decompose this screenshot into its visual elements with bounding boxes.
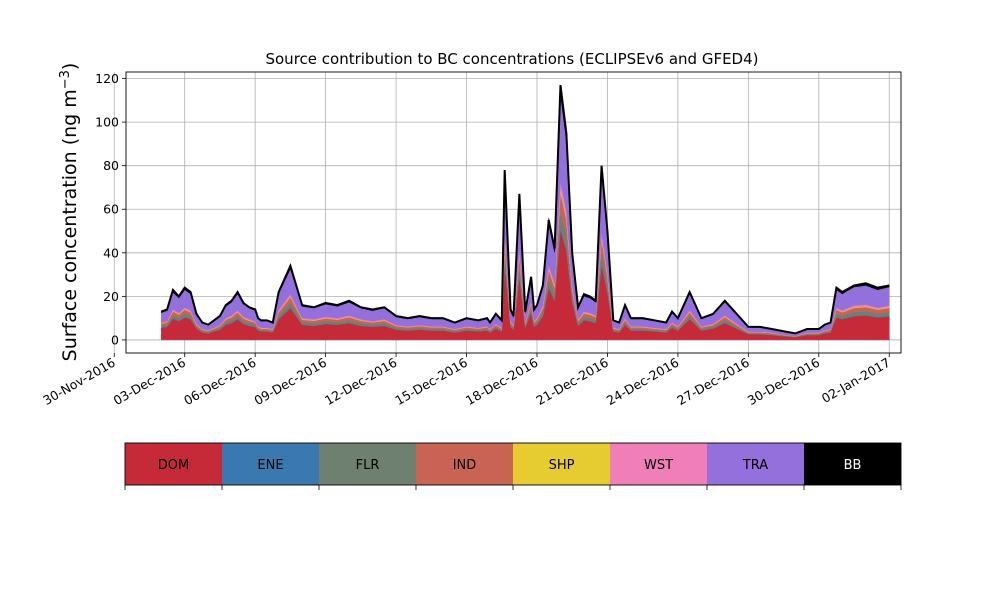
legend-colorbar: DOM ENE FLR IND SHP WST TRA BB <box>124 442 902 490</box>
legend-swatch-ene <box>222 443 319 485</box>
legend-swatch-flr <box>319 443 416 485</box>
total-line <box>160 84 890 335</box>
y-tick-label: 80 <box>103 158 119 173</box>
plot-frame <box>125 71 902 354</box>
y-tick-label: 100 <box>95 115 119 130</box>
legend-swatch-dom <box>125 443 222 485</box>
legend-label-flr: FLR <box>356 458 380 473</box>
legend-swatch-bb <box>804 443 901 485</box>
y-tick-label: 60 <box>103 202 119 217</box>
y-axis-ticks: 0 20 40 60 80 100 120 <box>95 71 126 347</box>
legend-label-wst: WST <box>644 458 673 473</box>
chart-title: Source contribution to BC concentrations… <box>265 50 758 68</box>
legend-swatch-shp <box>513 443 610 485</box>
legend-label-ind: IND <box>453 458 477 473</box>
axes-frame <box>125 71 902 354</box>
legend-label-bb: BB <box>844 458 862 473</box>
y-tick-label: 0 <box>111 332 119 347</box>
legend-swatch-ind <box>416 443 513 485</box>
y-axis-label: Surface concentration (ng m−3) <box>58 63 81 362</box>
legend-swatch-wst <box>610 443 707 485</box>
legend-label-shp: SHP <box>549 458 575 473</box>
legend-label-dom: DOM <box>158 458 189 473</box>
legend-label-tra: TRA <box>742 458 768 473</box>
y-tick-label: 40 <box>103 245 119 260</box>
legend-swatch-tra <box>707 443 804 485</box>
legend-label-ene: ENE <box>257 458 283 473</box>
stacked-areas <box>160 84 890 341</box>
y-tick-label: 20 <box>103 289 119 304</box>
y-tick-label: 120 <box>95 71 119 86</box>
